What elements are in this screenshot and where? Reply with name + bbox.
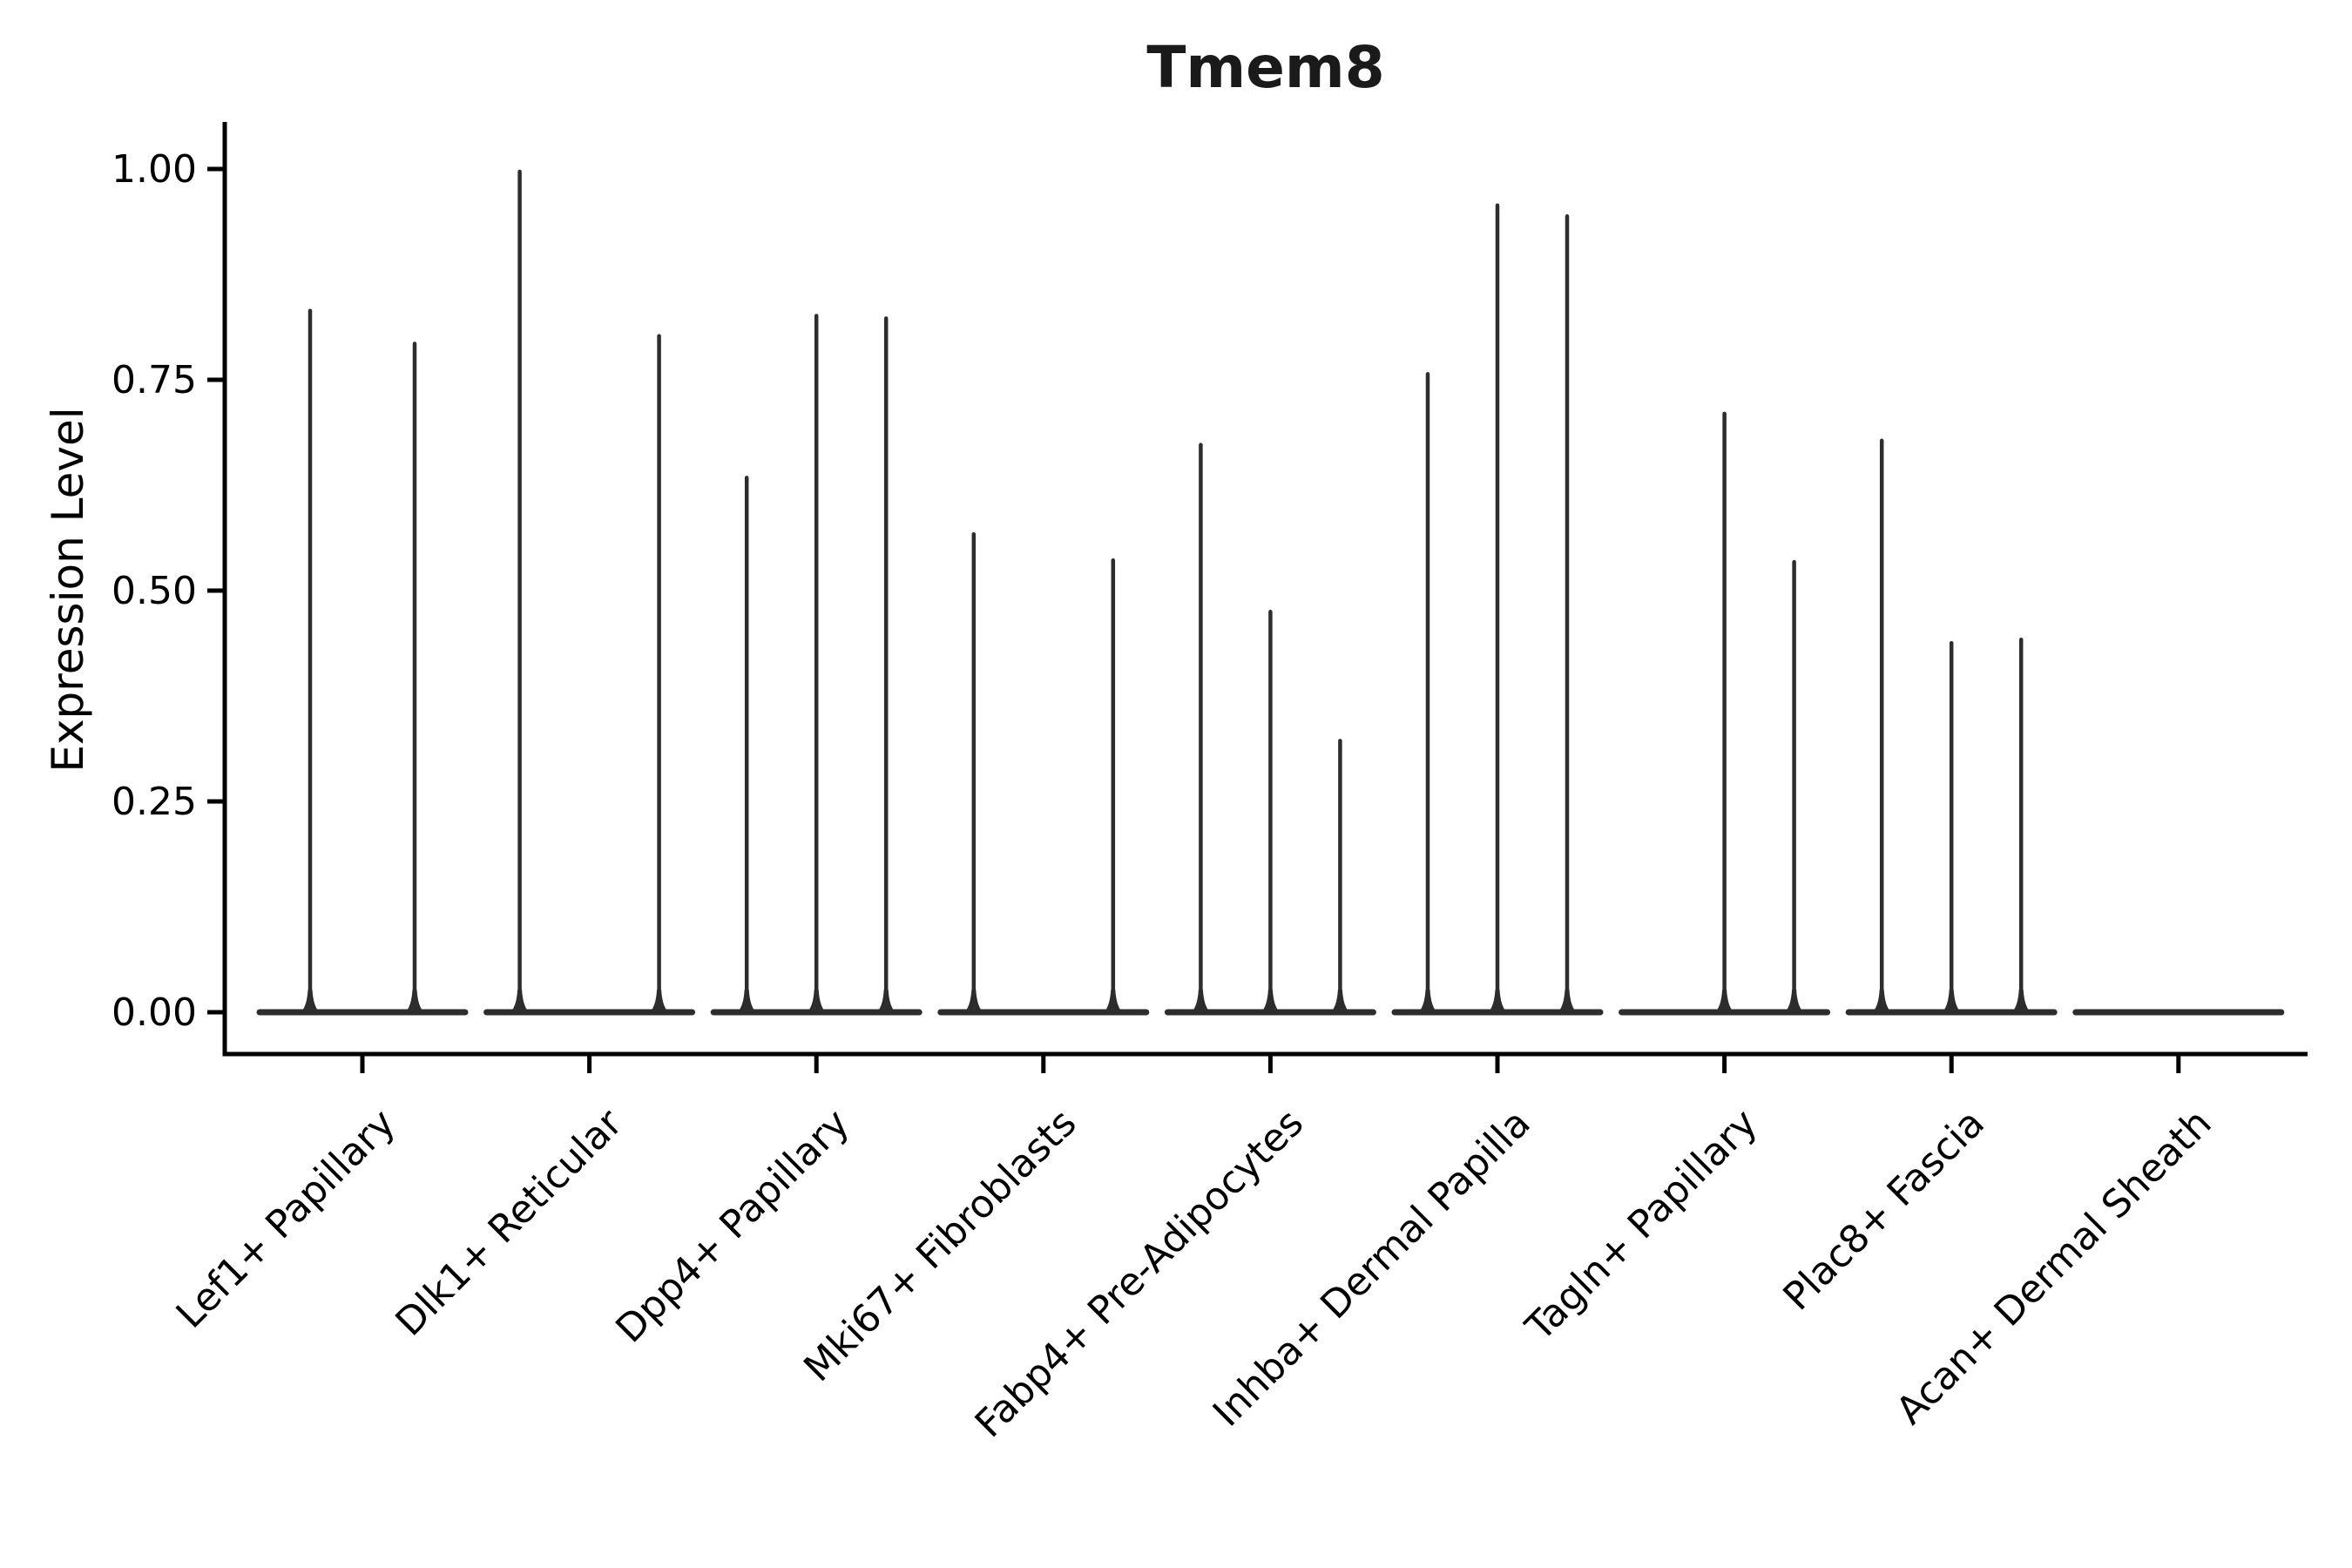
violin-group: [1164, 443, 1376, 1016]
violin-group: [1391, 203, 1604, 1016]
violin-group: [710, 314, 923, 1016]
chart-title: Tmem8: [1146, 34, 1384, 101]
y-tick-labels: 0.00 0.25 0.50 0.75 1.00: [112, 147, 197, 1035]
violin-group: [483, 169, 696, 1016]
y-tick-label: 1.00: [112, 147, 197, 192]
violin-group: [1845, 438, 2058, 1016]
violin-group: [256, 308, 469, 1016]
violin-group: [1619, 411, 1831, 1016]
violin-group: [937, 531, 1150, 1016]
y-tick-label: 0.50: [112, 569, 197, 613]
y-tick-label: 0.00: [112, 990, 197, 1035]
violins: [256, 169, 2285, 1016]
y-axis-label: Expression Level: [43, 407, 93, 772]
y-tick-label: 0.75: [112, 358, 197, 402]
y-tick-label: 0.25: [112, 780, 197, 824]
axes: [207, 122, 2308, 1073]
